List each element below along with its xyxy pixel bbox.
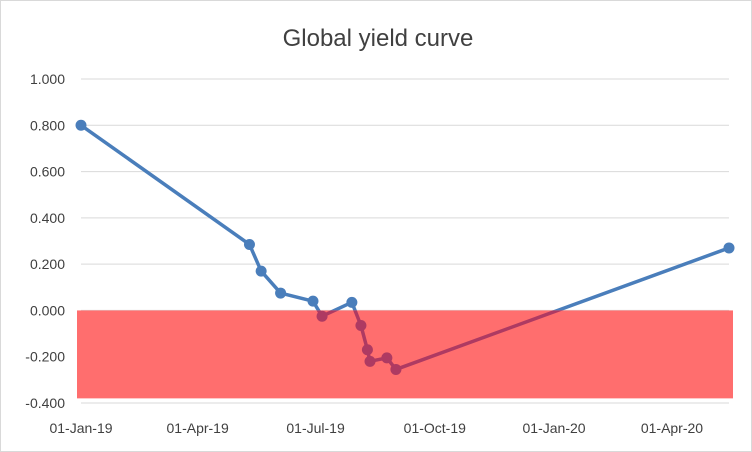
- data-point: [255, 265, 267, 277]
- x-tick-label: 01-Apr-20: [641, 420, 703, 436]
- x-axis-labels: 01-Jan-19 01-Apr-19 01-Jul-19 01-Oct-19 01-J…: [49, 420, 703, 436]
- y-tick-label: 0.600: [30, 164, 65, 180]
- y-tick-label: 0.800: [30, 117, 65, 133]
- x-tick-label: 01-Oct-19: [404, 420, 466, 436]
- data-point: [364, 355, 376, 367]
- data-point: [346, 296, 358, 308]
- x-tick-label: 01-Apr-19: [167, 420, 229, 436]
- y-tick-label: -0.400: [25, 395, 65, 411]
- negative-zone-rect: [77, 310, 733, 399]
- x-tick-label: 01-Jul-19: [286, 420, 345, 436]
- data-point: [355, 319, 367, 331]
- data-point: [316, 310, 328, 322]
- data-point: [75, 119, 87, 131]
- data-point: [390, 363, 402, 375]
- y-tick-label: 0.200: [30, 256, 65, 272]
- series-group: [75, 119, 735, 375]
- y-axis-labels: 1.000 0.800 0.600 0.400 0.200 0.000 -0.200 -0.4…: [25, 71, 65, 411]
- y-tick-label: -0.200: [25, 349, 65, 365]
- data-point: [307, 295, 319, 307]
- data-point: [381, 352, 393, 364]
- x-tick-label: 01-Jan-19: [49, 420, 112, 436]
- data-point: [243, 238, 255, 250]
- y-tick-label: 0.000: [30, 302, 65, 318]
- chart-title: Global yield curve: [283, 25, 474, 52]
- y-tick-label: 0.400: [30, 210, 65, 226]
- y-tick-label: 1.000: [30, 71, 65, 87]
- data-point: [723, 242, 735, 254]
- data-point: [361, 344, 373, 356]
- x-tick-label: 01-Jan-20: [523, 420, 586, 436]
- data-point: [275, 287, 287, 299]
- negative-yield-zone: [77, 310, 733, 399]
